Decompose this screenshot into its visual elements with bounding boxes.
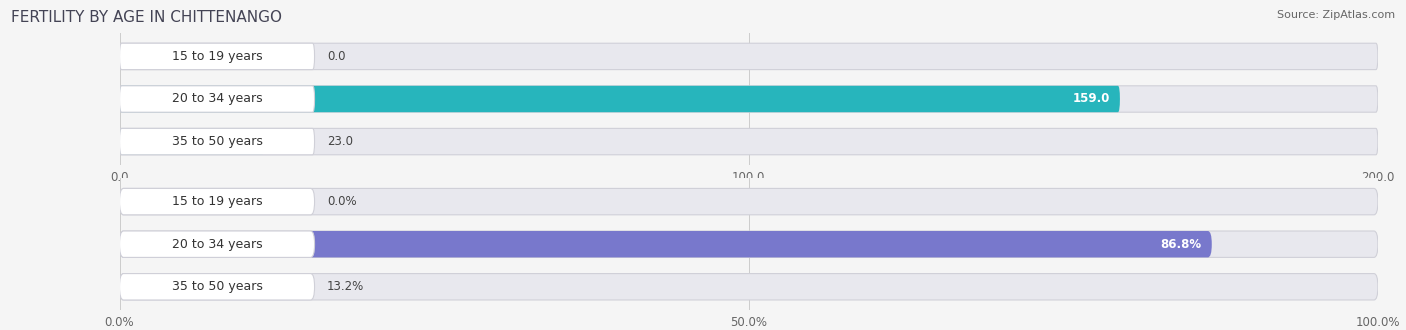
FancyBboxPatch shape [120, 128, 1378, 155]
FancyBboxPatch shape [120, 231, 1212, 257]
FancyBboxPatch shape [120, 188, 1378, 215]
FancyBboxPatch shape [120, 43, 1378, 70]
Text: 20 to 34 years: 20 to 34 years [172, 92, 263, 106]
Text: 15 to 19 years: 15 to 19 years [172, 50, 263, 63]
Text: 15 to 19 years: 15 to 19 years [172, 195, 263, 208]
FancyBboxPatch shape [120, 188, 315, 215]
Text: 35 to 50 years: 35 to 50 years [172, 135, 263, 148]
Text: 35 to 50 years: 35 to 50 years [172, 280, 263, 293]
Text: 0.0%: 0.0% [328, 195, 357, 208]
FancyBboxPatch shape [120, 274, 1378, 300]
Text: 13.2%: 13.2% [328, 280, 364, 293]
FancyBboxPatch shape [120, 43, 315, 70]
FancyBboxPatch shape [120, 231, 315, 257]
Text: 0.0: 0.0 [328, 50, 346, 63]
FancyBboxPatch shape [120, 86, 1378, 112]
FancyBboxPatch shape [120, 128, 264, 155]
Text: 86.8%: 86.8% [1160, 238, 1202, 251]
Text: 23.0: 23.0 [328, 135, 353, 148]
FancyBboxPatch shape [120, 274, 315, 300]
FancyBboxPatch shape [120, 86, 1121, 112]
FancyBboxPatch shape [120, 128, 315, 155]
FancyBboxPatch shape [120, 274, 285, 300]
FancyBboxPatch shape [120, 86, 315, 112]
Text: 20 to 34 years: 20 to 34 years [172, 238, 263, 251]
Text: FERTILITY BY AGE IN CHITTENANGO: FERTILITY BY AGE IN CHITTENANGO [11, 10, 283, 25]
Text: Source: ZipAtlas.com: Source: ZipAtlas.com [1277, 10, 1395, 20]
FancyBboxPatch shape [120, 231, 1378, 257]
Text: 159.0: 159.0 [1073, 92, 1109, 106]
